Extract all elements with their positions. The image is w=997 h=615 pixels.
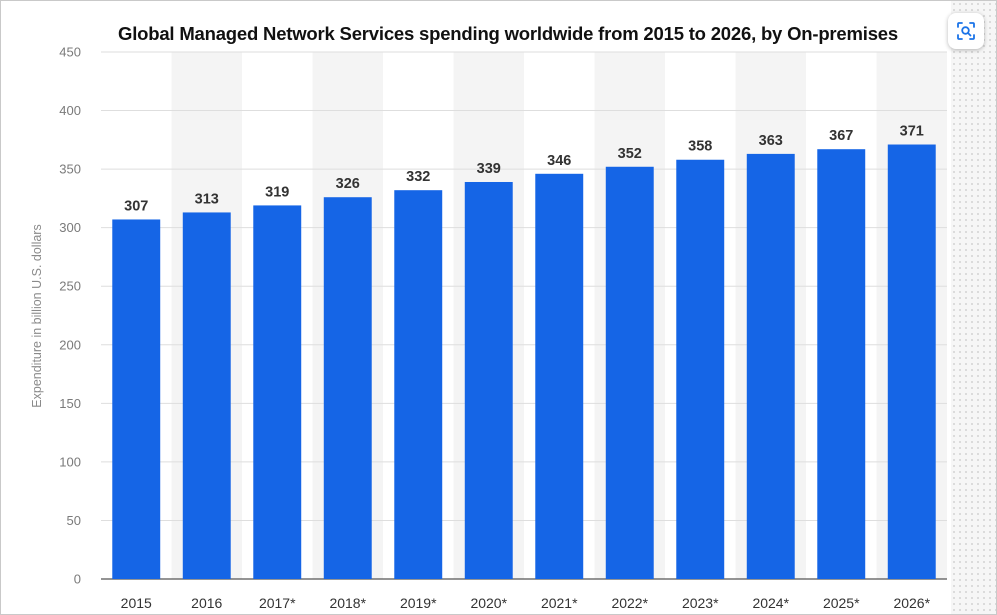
bar[interactable] bbox=[112, 219, 161, 580]
x-tick-label: 2020* bbox=[470, 595, 507, 611]
bar-value-label: 313 bbox=[195, 191, 219, 207]
bar-chart: 0 50 100 150 200 250 300 350 400 450 307 313 319 326… bbox=[30, 45, 947, 611]
x-tick-label: 2015 bbox=[121, 595, 152, 611]
y-tick-label: 400 bbox=[59, 103, 81, 118]
bar-value-label: 332 bbox=[406, 169, 430, 185]
x-tick-label: 2019* bbox=[400, 595, 437, 611]
y-tick-label: 50 bbox=[67, 513, 81, 528]
bar[interactable] bbox=[394, 190, 443, 580]
x-tick-label: 2021* bbox=[541, 595, 578, 611]
bar-value-label: 358 bbox=[688, 139, 712, 155]
x-tick-label: 2025* bbox=[823, 595, 860, 611]
bar[interactable] bbox=[676, 159, 725, 579]
y-tick-label: 100 bbox=[59, 454, 81, 469]
x-tick-label: 2016 bbox=[191, 595, 222, 611]
bar-value-label: 326 bbox=[336, 176, 360, 192]
chart-title: Global Managed Network Services spending… bbox=[118, 23, 898, 44]
x-tick-label: 2018* bbox=[329, 595, 366, 611]
x-tick-label: 2022* bbox=[611, 595, 648, 611]
x-tick-label: 2023* bbox=[682, 595, 719, 611]
bar-value-label: 352 bbox=[618, 146, 642, 162]
x-tick-label: 2026* bbox=[893, 595, 930, 611]
bar[interactable] bbox=[323, 197, 372, 579]
y-tick-label: 200 bbox=[59, 337, 81, 352]
x-tick-label: 2017* bbox=[259, 595, 296, 611]
bar-value-label: 367 bbox=[829, 128, 853, 144]
right-margin-pattern bbox=[951, 1, 996, 614]
bar-value-label: 339 bbox=[477, 161, 501, 177]
bar[interactable] bbox=[887, 144, 936, 580]
y-tick-label: 0 bbox=[74, 572, 81, 587]
y-tick-label: 450 bbox=[59, 45, 81, 60]
bar-value-label: 346 bbox=[547, 153, 571, 169]
y-axis-label: Expenditure in billion U.S. dollars bbox=[30, 224, 44, 407]
visual-search-icon bbox=[957, 22, 975, 40]
bar-value-label: 307 bbox=[124, 198, 148, 214]
y-tick-label: 350 bbox=[59, 162, 81, 177]
bar[interactable] bbox=[253, 205, 302, 579]
y-tick-label: 150 bbox=[59, 396, 81, 411]
bar-value-label: 371 bbox=[900, 124, 924, 140]
visual-search-button[interactable] bbox=[948, 13, 984, 49]
bar-value-label: 319 bbox=[265, 184, 289, 200]
bar[interactable] bbox=[182, 212, 231, 580]
bar[interactable] bbox=[817, 149, 866, 580]
x-tick-label: 2024* bbox=[752, 595, 789, 611]
y-tick-label: 300 bbox=[59, 220, 81, 235]
bar[interactable] bbox=[605, 166, 654, 579]
y-tick-label: 250 bbox=[59, 279, 81, 294]
bar[interactable] bbox=[746, 153, 795, 580]
bar[interactable] bbox=[464, 181, 513, 579]
bar[interactable] bbox=[535, 173, 584, 579]
bar-value-label: 363 bbox=[759, 133, 783, 149]
